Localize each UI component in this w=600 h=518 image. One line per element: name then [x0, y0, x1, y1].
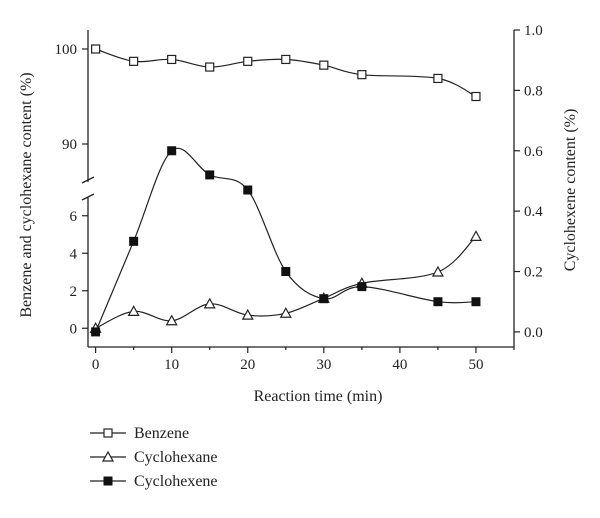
cyclohexane-point: [431, 265, 444, 277]
x-tick-label: 50: [468, 357, 483, 373]
labels-layer: Reaction time (min) Benzene and cyclohex…: [18, 72, 579, 405]
benzene-point: [433, 73, 443, 84]
left-y-tick-label: 100: [55, 42, 78, 58]
x-tick-label: 0: [92, 357, 100, 373]
cyclohexene-point: [91, 327, 101, 337]
right-y-tick-label: 0.0: [524, 325, 543, 341]
benzene-point: [205, 62, 215, 72]
cyclohexane-point: [203, 297, 216, 309]
x-tick-label: 20: [240, 357, 255, 373]
axis-break-mark: [81, 193, 95, 201]
legend-marker: [101, 450, 115, 462]
left-y-tick-label: 0: [70, 321, 78, 337]
cyclohexane-point: [241, 308, 254, 320]
cyclohexene-point: [357, 282, 367, 292]
cyclohexene-point: [129, 236, 139, 246]
legend: Benzene Cyclohexane Cyclohexene: [90, 425, 218, 490]
series-benzene: [91, 44, 481, 102]
cyclohexene-point: [205, 170, 215, 180]
cyclohexene-point: [167, 146, 177, 156]
legend-label: Cyclohexene: [134, 473, 218, 490]
legend-item: Benzene: [90, 425, 189, 442]
benzene-point: [319, 60, 329, 70]
right-y-tick-label: 0.4: [524, 204, 543, 220]
benzene-point: [129, 56, 139, 66]
legend-marker: [103, 476, 113, 486]
left-y-tick-label: 90: [62, 137, 77, 153]
cyclohexene-point: [281, 267, 291, 277]
cyclohexene-line: [95, 147, 477, 333]
axis-break-mark: [81, 176, 95, 184]
right-y-tick-label: 0.2: [524, 265, 543, 281]
left-y-tick-label: 2: [70, 284, 78, 300]
x-tick-label: 10: [164, 357, 179, 373]
cyclohexane-point: [127, 305, 140, 316]
left-y-tick-label: 6: [70, 209, 78, 225]
legend-label: Benzene: [134, 425, 189, 442]
cyclohexene-point: [243, 185, 253, 195]
cyclohexene-point: [471, 297, 481, 307]
x-tick-label: 30: [316, 357, 331, 373]
cyclohexane-point: [279, 307, 292, 318]
legend-item: Cyclohexane: [90, 449, 218, 466]
x-axis-title: Reaction time (min): [254, 388, 383, 405]
benzene-point: [91, 44, 101, 54]
series-cyclohexene: [91, 146, 481, 337]
benzene-line: [95, 48, 477, 98]
right-y-tick-label: 1.0: [524, 23, 543, 39]
legend-label: Cyclohexane: [134, 449, 218, 466]
cyclohexane-line: [95, 235, 477, 329]
legend-marker: [103, 428, 113, 438]
right-y-tick-label: 0.6: [524, 144, 543, 160]
series-cyclohexane: [89, 230, 482, 333]
right-y-axis-title: Cyclohexene content (%): [562, 109, 579, 272]
cyclohexane-point: [469, 230, 482, 241]
left-y-axis-title: Benzene and cyclohexane content (%): [18, 72, 35, 317]
axes-layer: 0 10 20 30 40 50 0 2 4 6 90 100 0.0 0.2 0.4 0.6 0.8 1.0: [55, 23, 544, 373]
cyclohexane-point: [165, 314, 178, 326]
cyclohexene-point: [433, 297, 443, 307]
legend-item: Cyclohexene: [90, 473, 218, 490]
right-y-tick-label: 0.8: [524, 83, 543, 99]
series-layer: [89, 44, 482, 337]
left-y-tick-label: 4: [70, 246, 78, 262]
benzene-point: [243, 56, 253, 66]
cyclohexene-point: [319, 294, 329, 304]
benzene-point: [471, 91, 481, 102]
benzene-point: [357, 70, 367, 80]
x-tick-label: 40: [392, 357, 407, 373]
benzene-point: [167, 54, 177, 65]
benzene-point: [281, 54, 291, 65]
